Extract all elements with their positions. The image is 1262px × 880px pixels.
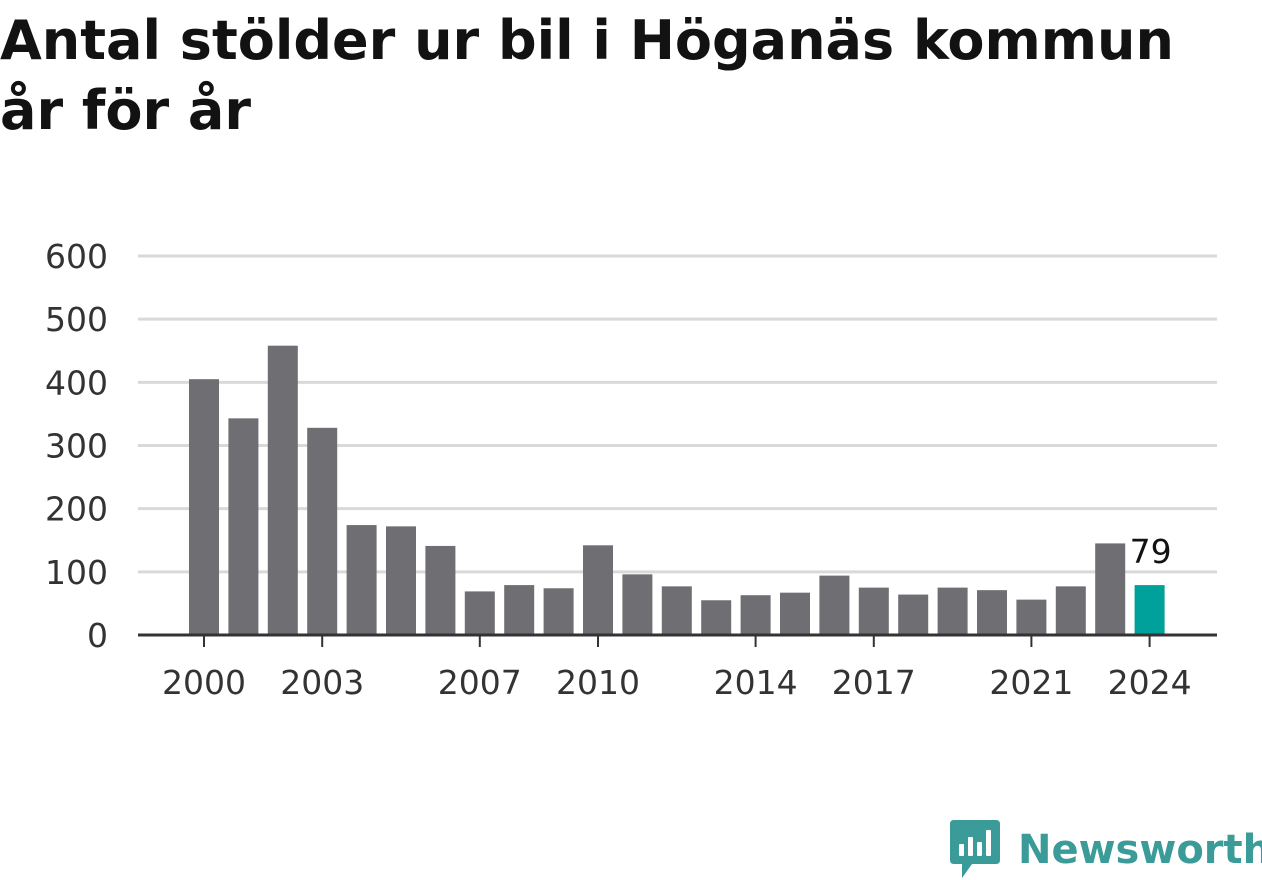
highlight-value-label: 79 xyxy=(1130,532,1172,571)
bar-2019 xyxy=(937,587,968,635)
newsworthy-logo-icon xyxy=(950,820,1000,878)
bar-2012 xyxy=(661,586,692,635)
bar-2024 xyxy=(1134,585,1165,635)
y-tick-label: 500 xyxy=(45,300,108,339)
x-tick-label: 2003 xyxy=(280,663,364,702)
x-tick-label: 2010 xyxy=(556,663,640,702)
bar-2013 xyxy=(701,600,732,635)
bar-2023 xyxy=(1095,543,1126,635)
bar-2008 xyxy=(504,585,535,635)
x-tick-label: 2024 xyxy=(1108,663,1192,702)
y-tick-label: 100 xyxy=(45,553,108,592)
x-tick-label: 2021 xyxy=(989,663,1073,702)
x-axis-labels: 2000 2003 2007 2010 2014 2017 2021 2024 xyxy=(162,663,1192,702)
bar-2007 xyxy=(464,591,495,635)
bar-2006 xyxy=(425,545,456,635)
bar-2016 xyxy=(819,575,850,635)
x-tick-label: 2007 xyxy=(438,663,522,702)
bar-2017 xyxy=(858,587,889,635)
bars xyxy=(189,345,1165,635)
y-tick-label: 300 xyxy=(45,427,108,466)
x-axis xyxy=(138,633,1217,647)
y-tick-label: 0 xyxy=(87,616,108,655)
x-tick-label: 2014 xyxy=(714,663,798,702)
bar-2018 xyxy=(898,594,929,635)
y-tick-label: 200 xyxy=(45,490,108,529)
newsworthy-logo: Newsworthy xyxy=(950,820,1262,880)
bar-2004 xyxy=(346,525,377,635)
bar-2000 xyxy=(189,379,219,635)
bar-2002 xyxy=(267,345,298,635)
x-tick-label: 2000 xyxy=(162,663,246,702)
bar-2005 xyxy=(386,526,416,635)
x-tick-label: 2017 xyxy=(832,663,916,702)
gridlines xyxy=(138,254,1217,574)
bar-2015 xyxy=(780,592,810,635)
y-tick-label: 400 xyxy=(45,363,108,402)
y-axis-labels: 0 100 200 300 400 500 600 xyxy=(45,237,108,655)
annotations: 79 xyxy=(1130,532,1172,571)
y-tick-label: 600 xyxy=(45,237,108,276)
bar-2001 xyxy=(228,418,259,635)
bar-2022 xyxy=(1055,586,1086,635)
bar-2009 xyxy=(543,588,574,635)
bar-2020 xyxy=(977,590,1007,635)
bar-2021 xyxy=(1016,599,1047,635)
bar-2011 xyxy=(622,574,653,635)
chart-title: Antal stölder ur bil i Höganäs kommun år… xyxy=(0,9,1174,142)
brand-name: Newsworthy xyxy=(1018,827,1262,873)
bar-2010 xyxy=(583,545,613,635)
bar-2003 xyxy=(307,427,338,635)
bar-2014 xyxy=(740,595,771,635)
